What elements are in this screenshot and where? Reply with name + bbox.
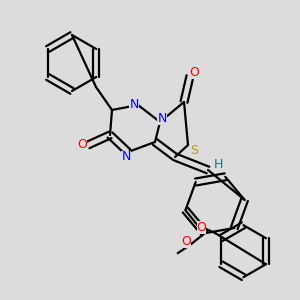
Text: O: O	[196, 221, 206, 234]
Text: O: O	[77, 139, 87, 152]
Text: S: S	[190, 143, 198, 157]
Text: O: O	[181, 235, 191, 248]
Text: H: H	[213, 158, 223, 170]
Text: N: N	[157, 112, 167, 124]
Text: O: O	[189, 65, 199, 79]
Text: N: N	[121, 151, 131, 164]
Text: N: N	[129, 98, 139, 112]
